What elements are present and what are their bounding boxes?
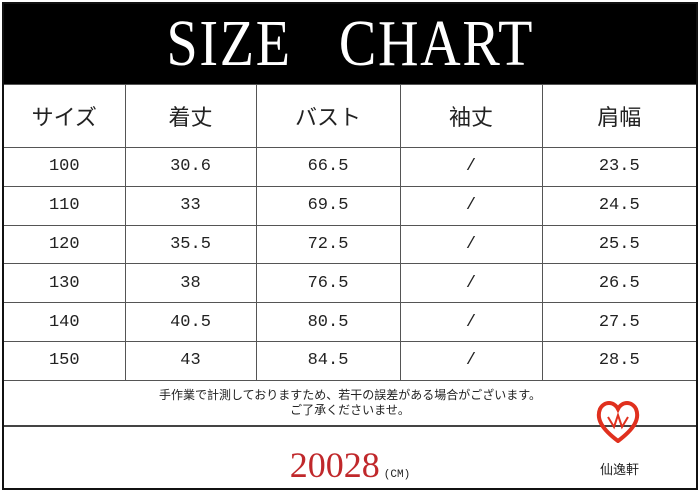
cell-size: 150 <box>4 340 126 381</box>
cell-sleeve: / <box>399 302 543 342</box>
table-row: 130 38 76.5/26.5 <box>4 263 696 304</box>
cell-bust: 69.5 <box>255 185 401 226</box>
cell-shoulder: 24.5 <box>541 185 696 226</box>
cell-size: 110 <box>4 185 126 226</box>
note-line-1: 手作業で計測しておりますため、若干の誤差がある場合がございます。 <box>158 388 542 402</box>
cell-length: 43 <box>124 340 257 381</box>
cell-sleeve: / <box>399 263 543 304</box>
brand-name: 仙逸軒 <box>600 463 640 478</box>
header-size: サイズ <box>4 84 126 148</box>
cell-shoulder: 28.5 <box>541 340 696 381</box>
cell-bust: 80.5 <box>255 302 401 342</box>
cell-length: 30.6 <box>124 147 257 187</box>
cell-sleeve: / <box>399 185 543 226</box>
unit-label: (CM) <box>383 469 411 481</box>
cell-bust: 76.5 <box>255 263 401 304</box>
cell-length: 33 <box>124 185 257 226</box>
cell-shoulder: 25.5 <box>541 224 696 265</box>
cell-sleeve: / <box>399 147 543 187</box>
table-row: 100 30.6 66.5/23.5 <box>4 147 696 187</box>
table-row: 120 35.5 72.5/25.5 <box>4 224 696 265</box>
cell-length: 40.5 <box>124 302 257 342</box>
cell-size: 130 <box>4 263 126 304</box>
cell-size: 120 <box>4 224 126 265</box>
brand-heart-logo-icon <box>596 401 640 443</box>
cell-sleeve: / <box>399 224 543 265</box>
measurement-note: 手作業で計測しておりますため、若干の誤差がある場合がございます。 ご了承ください… <box>4 380 696 427</box>
cell-bust: 84.5 <box>255 340 401 381</box>
chart-title: SIZE CHART <box>166 7 534 80</box>
header-bust: バスト <box>255 84 401 148</box>
header-row: サイズ 着丈 バスト 袖丈 肩幅 <box>4 84 696 148</box>
size-table: サイズ 着丈 バスト 袖丈 肩幅 100 30.6 66.5/23.5 110 33 69… <box>4 84 696 381</box>
table-row: 150 43 84.5/28.5 <box>4 340 696 381</box>
cell-bust: 66.5 <box>255 147 401 187</box>
title-band: SIZE CHART <box>4 4 696 84</box>
header-sleeve: 袖丈 <box>399 84 543 148</box>
product-code: 20028 <box>289 445 380 485</box>
cell-length: 35.5 <box>124 224 257 265</box>
cell-size: 100 <box>4 147 126 187</box>
cell-shoulder: 26.5 <box>541 263 696 304</box>
cell-sleeve: / <box>399 340 543 381</box>
note-line-2: ご了承くださいませ。 <box>290 403 410 417</box>
cell-size: 140 <box>4 302 126 342</box>
cell-shoulder: 27.5 <box>541 302 696 342</box>
header-shoulder: 肩幅 <box>541 84 696 148</box>
cell-shoulder: 23.5 <box>541 147 696 187</box>
product-code-area: 20028 (CM) <box>4 444 696 486</box>
cell-length: 38 <box>124 263 257 304</box>
table-row: 140 40.5 80.5/27.5 <box>4 302 696 342</box>
cell-bust: 72.5 <box>255 224 401 265</box>
table-row: 110 33 69.5/24.5 <box>4 185 696 226</box>
header-length: 着丈 <box>124 84 257 148</box>
